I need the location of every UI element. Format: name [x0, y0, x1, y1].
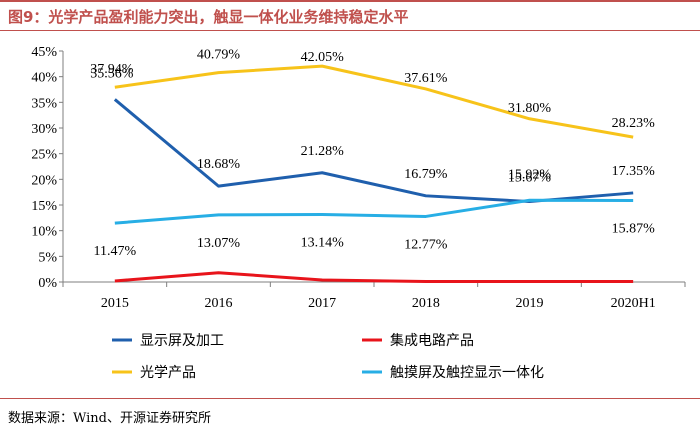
data-label: 40.79% — [197, 48, 241, 63]
data-label: 42.05% — [301, 50, 345, 65]
title-bar: 图9：光学产品盈利能力突出，触显一体化业务维持稳定水平 — [0, 0, 700, 31]
series-line-1 — [113, 98, 634, 204]
y-tick-label: 25% — [31, 148, 57, 163]
legend-label: 集成电路产品 — [390, 332, 474, 349]
y-tick-label: 40% — [31, 71, 57, 86]
data-label: 15.67% — [508, 171, 552, 186]
data-label: 35.56% — [90, 66, 134, 81]
x-tick-label: 2017 — [308, 296, 336, 311]
data-label: 13.14% — [301, 236, 345, 251]
y-tick-label: 0% — [38, 276, 57, 291]
x-tick-label: 2016 — [205, 296, 233, 311]
legend-label: 触摸屏及触控显示一体化 — [390, 365, 544, 381]
series-line-3 — [114, 64, 634, 139]
y-tick-label: 45% — [31, 45, 57, 60]
legend-label: 光学产品 — [140, 365, 196, 381]
data-label: 12.77% — [404, 237, 448, 252]
y-tick-label: 35% — [31, 96, 57, 111]
x-tick-label: 2015 — [101, 296, 129, 311]
y-tick-label: 5% — [38, 250, 57, 265]
y-tick-label: 30% — [31, 122, 57, 137]
data-source-note: 数据来源：Wind、开源证券研究所 — [8, 411, 211, 426]
data-label: 31.80% — [508, 101, 552, 116]
y-tick-label: 10% — [31, 225, 57, 240]
x-tick-label: 2019 — [516, 296, 544, 311]
y-tick-label: 20% — [31, 173, 57, 188]
data-label: 18.68% — [197, 157, 241, 172]
data-label: 17.35% — [612, 164, 656, 179]
data-label: 11.47% — [94, 244, 137, 259]
data-label: 37.94% — [90, 62, 134, 77]
data-label: 13.07% — [197, 236, 241, 251]
data-label: 21.28% — [301, 144, 345, 159]
source-bar: 数据来源：Wind、开源证券研究所 — [0, 398, 700, 431]
legend-label: 显示屏及加工 — [140, 333, 224, 349]
chart-title: 图9：光学产品盈利能力突出，触显一体化业务维持稳定水平 — [8, 8, 409, 26]
data-label: 15.92% — [508, 167, 552, 182]
data-label: 16.79% — [404, 167, 448, 182]
series-line-2 — [114, 271, 634, 283]
data-label: 37.61% — [404, 71, 448, 86]
line-chart: 0% 5% 10% 15% 20% 25% 30% 35% 40% 45% 2015 2016 2017… — [31, 45, 686, 381]
x-tick-label: 2018 — [412, 296, 440, 311]
data-label: 15.87% — [612, 222, 656, 237]
y-tick-label: 15% — [31, 199, 57, 214]
x-tick-label: 2020H1 — [611, 296, 656, 311]
data-label: 28.23% — [612, 116, 656, 131]
series-line-4 — [114, 198, 634, 225]
